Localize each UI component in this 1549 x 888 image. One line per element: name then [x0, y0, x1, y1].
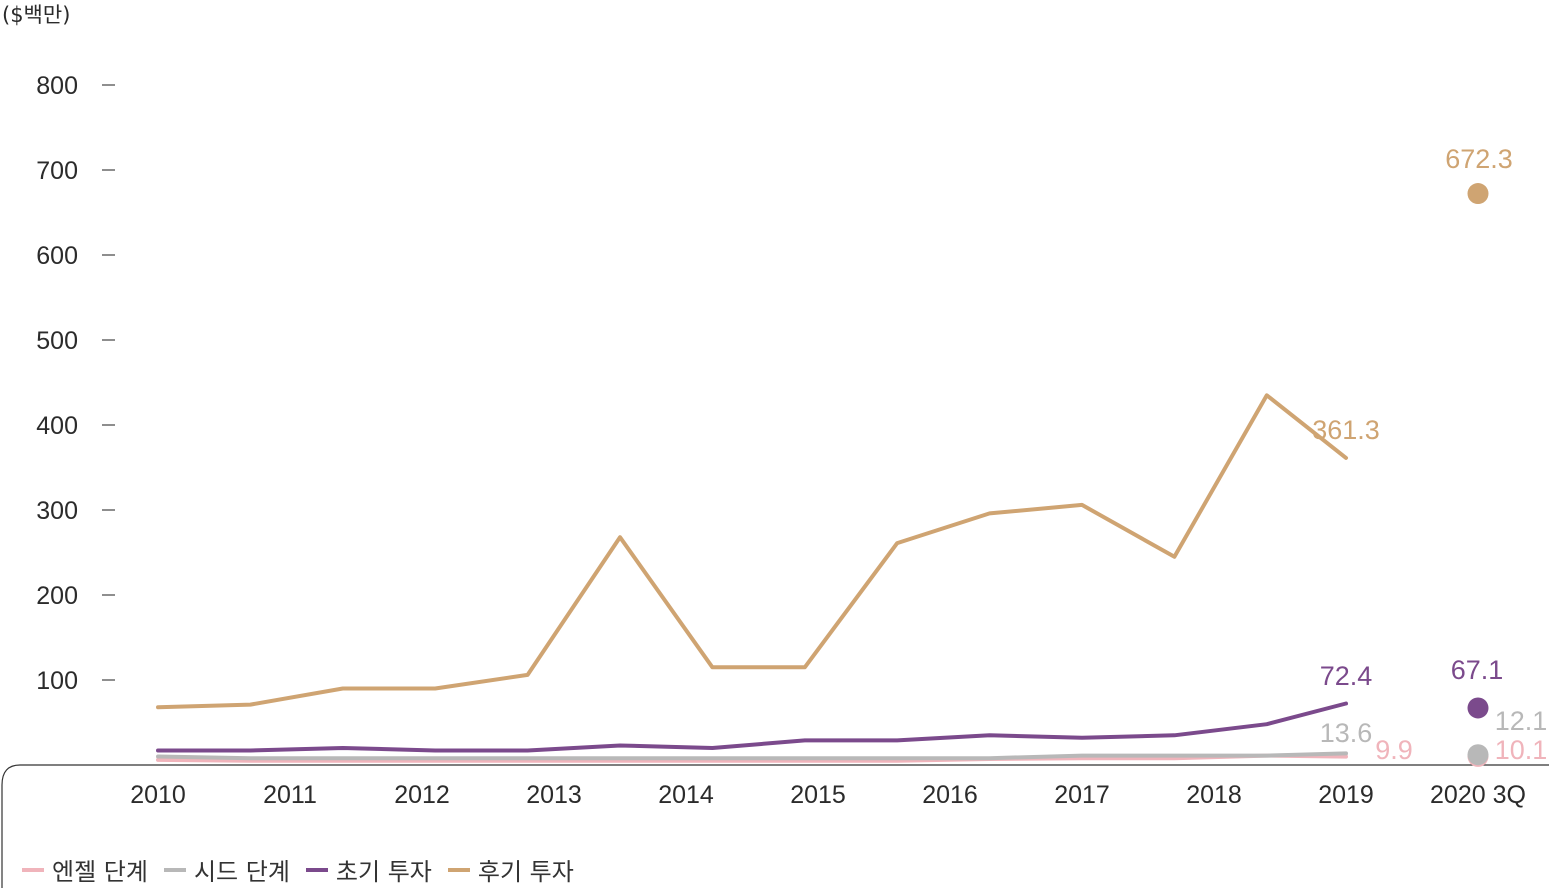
x-tick-label: 2011	[263, 781, 317, 809]
x-tick-label: 2015	[790, 781, 846, 809]
y-tick-label: 300	[36, 497, 78, 525]
point-label-series-0: 10.1	[1495, 735, 1548, 765]
legend-label: 초기 투자	[335, 858, 432, 886]
x-tick-label: 2016	[922, 781, 978, 809]
legend: 엔젤 단계 시드 단계 초기 투자 후기 투자	[22, 852, 590, 887]
y-tick-label: 100	[36, 667, 78, 695]
y-tick-label: 800	[36, 72, 78, 100]
legend-swatch	[22, 867, 44, 872]
y-tick-label: 200	[36, 582, 78, 610]
x-tick-label: 2010	[130, 781, 186, 809]
legend-swatch	[447, 867, 470, 872]
series-line-2	[156, 701, 1348, 753]
data-labels: 9.9 10.1 13.6 12.1 72.4 67.1 361.3 672.3	[1312, 144, 1547, 765]
legend-item: 후기 투자	[447, 852, 574, 887]
y-axis-unit-label: ($백만)	[2, 3, 70, 27]
point-2020-series-2	[1467, 697, 1489, 719]
point-label-series-3: 672.3	[1445, 144, 1513, 174]
x-tick-label: 2019	[1318, 781, 1374, 809]
legend-item: 초기 투자	[305, 852, 432, 887]
x-tick-label: 2018	[1186, 781, 1242, 809]
x-tick-label: 2012	[394, 781, 450, 809]
end-label-series-3: 361.3	[1312, 415, 1380, 445]
series-line-0	[156, 753, 1348, 763]
end-label-series-0: 9.9	[1375, 735, 1413, 765]
point-label-series-2: 67.1	[1451, 655, 1504, 685]
y-tick-label: 600	[36, 242, 78, 270]
series-line-1	[156, 751, 1348, 761]
y-tick-label: 500	[36, 327, 78, 355]
plot-area-frame	[1, 764, 1549, 888]
x-tick-label: 2013	[526, 781, 582, 809]
legend-item: 시드 단계	[163, 852, 290, 887]
point-2020-series-3	[1467, 183, 1489, 205]
x-tick-label: 2017	[1054, 781, 1110, 809]
x-tick-label: 2020 3Q	[1430, 781, 1526, 809]
legend-label: 시드 단계	[193, 858, 290, 886]
y-tick-label: 400	[36, 412, 78, 440]
legend-swatch	[305, 867, 328, 872]
points-2020-3q	[1467, 183, 1489, 767]
point-2020-series-1	[1467, 744, 1489, 766]
legend-item: 엔젤 단계	[22, 852, 148, 887]
x-axis: 2010 2011 2012 2013 2014 2015 2016 2017 2018 2019…	[130, 781, 1526, 809]
legend-label: 후기 투자	[477, 858, 574, 886]
end-label-series-1: 13.6	[1320, 718, 1373, 748]
series-line-3	[156, 393, 1348, 710]
x-tick-label: 2014	[658, 781, 714, 809]
end-label-series-2: 72.4	[1320, 661, 1373, 691]
series-lines	[156, 393, 1348, 763]
y-tick-label: 700	[36, 157, 78, 185]
point-label-series-1: 12.1	[1495, 706, 1548, 736]
legend-swatch	[163, 867, 186, 872]
legend-label: 엔젤 단계	[52, 858, 148, 886]
y-axis: 100 200 300 400 500 600 700 800	[36, 72, 115, 695]
